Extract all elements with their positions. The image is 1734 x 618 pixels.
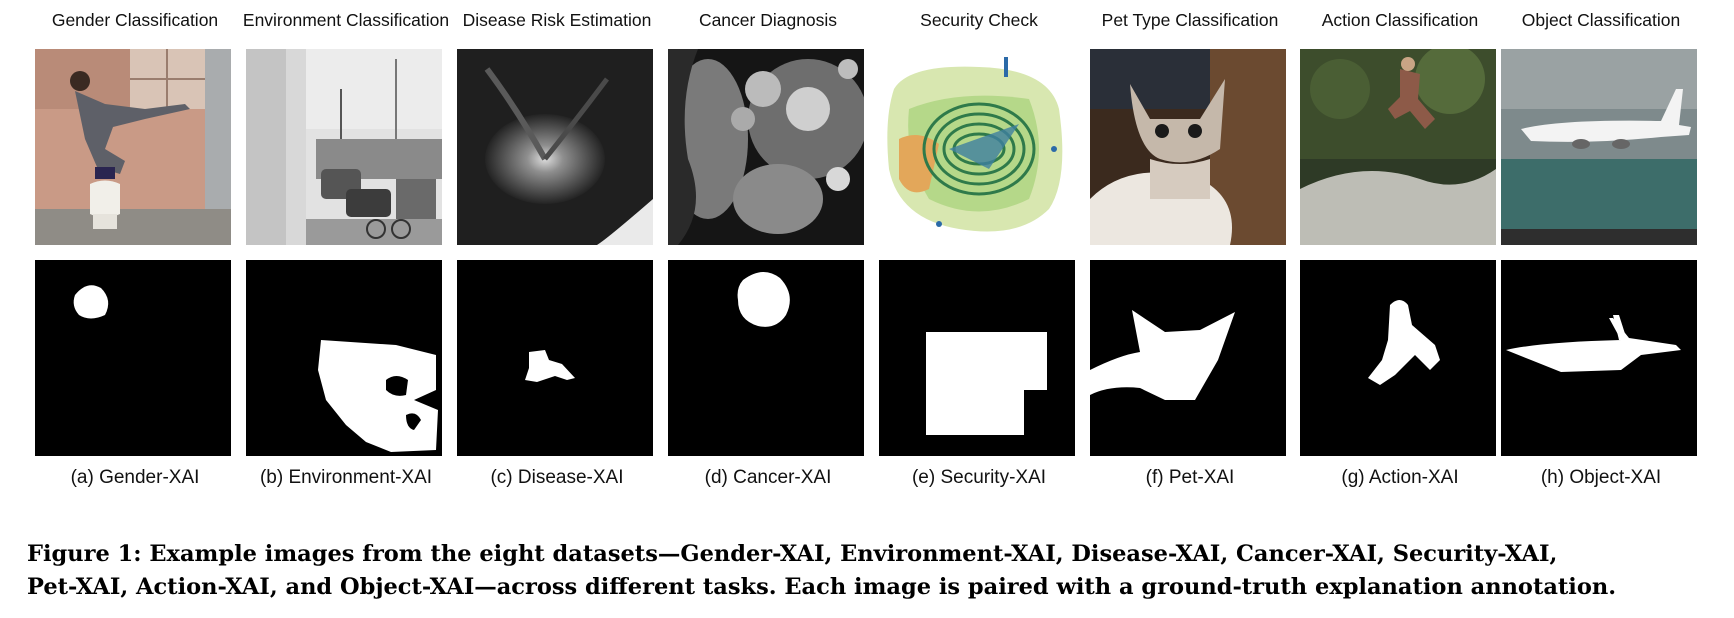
photo-pet [1090, 49, 1286, 245]
panel-title: Action Classification [1321, 10, 1479, 30]
mask-environment [246, 260, 442, 456]
mask-cancer [668, 260, 864, 456]
photo-object [1501, 49, 1697, 245]
panel-title: Pet Type Classification [1101, 10, 1279, 30]
panel-title: Gender Classification [51, 10, 219, 30]
panel-label: (g) Action-XAI [1341, 467, 1459, 488]
mask-security [879, 260, 1075, 456]
panel-title: Security Check [920, 10, 1038, 30]
photo-environment [246, 49, 442, 245]
panel-label: (c) Disease-XAI [490, 467, 624, 488]
panel-label: (e) Security-XAI [911, 467, 1047, 488]
caption-line-2: Pet-XAI, Action-XAI, and Object-XAI—acro… [27, 574, 1617, 600]
photo-disease [457, 49, 653, 245]
panel-title: Disease Risk Estimation [462, 10, 652, 30]
mask-object [1501, 260, 1697, 456]
panel-title: Cancer Diagnosis [698, 10, 838, 30]
photo-action [1300, 49, 1496, 245]
mask-disease [457, 260, 653, 456]
caption-line-1: Figure 1: Example images from the eight … [27, 541, 1558, 567]
panel-label: (d) Cancer-XAI [704, 467, 832, 488]
mask-pet [1090, 260, 1286, 456]
photo-cancer [668, 49, 864, 245]
figure-caption: Figure 1: Example images from the eight … [27, 538, 1717, 604]
panel-label: (f) Pet-XAI [1145, 467, 1235, 488]
panel-title: Environment Classification [242, 10, 450, 30]
photo-security [879, 49, 1075, 245]
panel-label: (h) Object-XAI [1540, 467, 1662, 488]
panel-title: Object Classification [1521, 10, 1681, 30]
mask-action [1300, 260, 1496, 456]
photo-gender [35, 49, 231, 245]
panel-label: (a) Gender-XAI [70, 467, 200, 488]
mask-gender [35, 260, 231, 456]
panel-label: (b) Environment-XAI [259, 467, 433, 488]
